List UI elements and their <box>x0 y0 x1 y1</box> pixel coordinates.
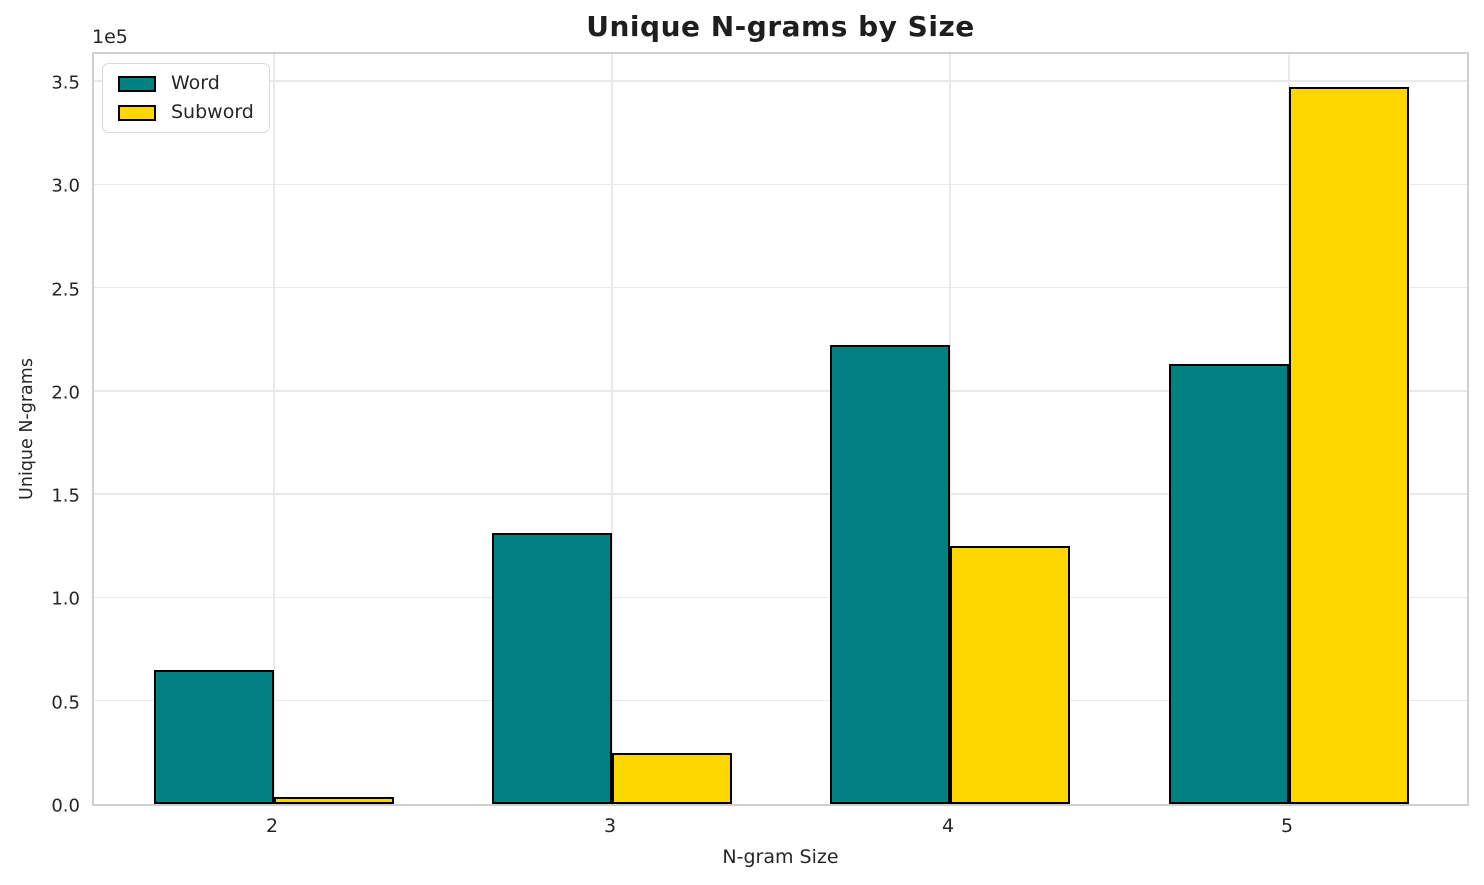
h-gridline <box>94 286 1467 289</box>
y-tick-label: 2.5 <box>51 279 80 301</box>
y-tick-label: 3.0 <box>51 175 80 197</box>
h-gridline <box>94 183 1467 186</box>
h-gridline <box>94 390 1467 392</box>
bar-subword-ngram-3 <box>612 753 732 804</box>
plot-area <box>92 52 1469 806</box>
bar-subword-ngram-2 <box>274 797 394 804</box>
x-tick-label: 2 <box>265 815 279 837</box>
bar-subword-ngram-5 <box>1289 87 1409 804</box>
v-gridline <box>611 54 613 804</box>
y-tick-label: 0.0 <box>51 795 80 817</box>
bar-word-ngram-2 <box>154 669 274 804</box>
x-axis-label: N-gram Size <box>722 846 839 868</box>
legend-label-subword: Subword <box>171 101 254 123</box>
legend-label-word: Word <box>171 72 220 94</box>
legend-item-word: Word <box>118 74 254 93</box>
y-tick-label: 1.5 <box>51 485 80 507</box>
word-series-swatch <box>118 75 156 92</box>
y-tick-label: 0.5 <box>51 692 80 714</box>
h-gridline <box>94 493 1467 495</box>
subword-series-swatch <box>118 104 156 121</box>
h-gridline <box>94 596 1467 599</box>
y-tick-label: 3.5 <box>51 72 80 94</box>
h-gridline <box>94 80 1467 82</box>
y-tick-label: 1.0 <box>51 588 80 610</box>
legend: Word Subword <box>102 63 270 133</box>
bar-word-ngram-4 <box>830 345 950 804</box>
bar-subword-ngram-4 <box>950 545 1070 804</box>
x-tick-label: 5 <box>1280 815 1294 837</box>
x-tick-label: 3 <box>603 815 617 837</box>
y-tick-label: 2.0 <box>51 382 80 404</box>
chart-title: Unique N-grams by Size <box>586 10 975 43</box>
v-gridline <box>949 54 951 804</box>
y-axis-offset-text: 1e5 <box>92 26 128 48</box>
legend-item-subword: Subword <box>118 103 254 122</box>
bar-word-ngram-5 <box>1169 364 1289 804</box>
v-gridline <box>273 54 275 804</box>
h-gridline <box>94 699 1467 702</box>
bar-word-ngram-3 <box>492 533 612 804</box>
x-tick-label: 4 <box>941 815 955 837</box>
y-axis-label: Unique N-grams <box>17 358 37 500</box>
